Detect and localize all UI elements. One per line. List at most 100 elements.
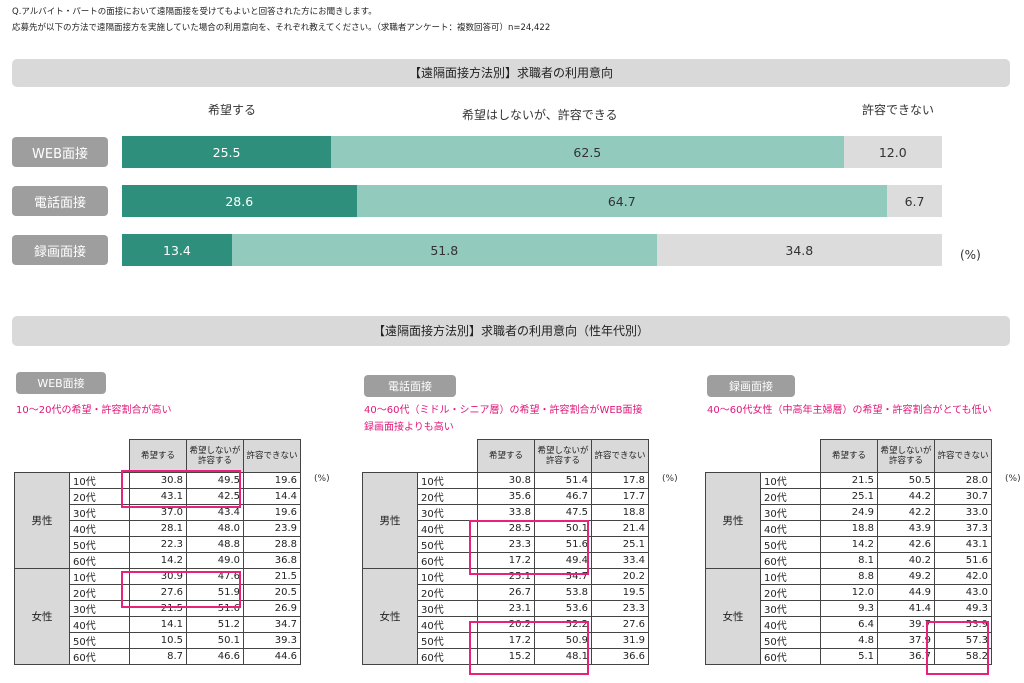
value-cell: 28.1 xyxy=(129,520,187,537)
table-corner xyxy=(418,440,478,473)
panel-tab-2: 録画面接 xyxy=(707,375,795,397)
column-header-0: 希望する xyxy=(129,439,187,473)
value-cell: 8.1 xyxy=(820,552,878,569)
value-cell: 27.6 xyxy=(591,616,649,633)
value-cell: 22.3 xyxy=(129,536,187,553)
age-cell: 20代 xyxy=(417,488,478,505)
age-cell: 60代 xyxy=(69,648,130,665)
value-cell: 39.3 xyxy=(243,632,301,649)
value-cell: 21.4 xyxy=(591,520,649,537)
question-line-2: 応募先が以下の方法で遠隔面接方を実施していた場合の利用意向を、それぞれ教えてくだ… xyxy=(12,23,551,33)
age-cell: 20代 xyxy=(760,488,821,505)
age-cell: 30代 xyxy=(760,600,821,617)
panel-tab-1: 電話面接 xyxy=(364,375,456,397)
value-cell: 35.6 xyxy=(477,488,535,505)
column-header-2: 許容できない xyxy=(591,439,649,473)
value-cell: 51.2 xyxy=(186,616,244,633)
age-cell: 30代 xyxy=(760,504,821,521)
value-cell: 14.2 xyxy=(820,536,878,553)
value-cell: 15.2 xyxy=(477,648,535,665)
value-cell: 18.8 xyxy=(820,520,878,537)
value-cell: 31.9 xyxy=(591,632,649,649)
value-cell: 28.8 xyxy=(243,536,301,553)
age-cell: 10代 xyxy=(760,472,821,489)
value-cell: 43.0 xyxy=(934,584,992,601)
value-cell: 46.7 xyxy=(534,488,592,505)
value-cell: 20.2 xyxy=(591,568,649,585)
panel-unit-label: (%) xyxy=(662,474,678,484)
value-cell: 14.2 xyxy=(129,552,187,569)
value-cell: 19.5 xyxy=(591,584,649,601)
value-cell: 4.8 xyxy=(820,632,878,649)
bar-segment: 34.8 xyxy=(656,234,942,266)
value-cell: 44.9 xyxy=(877,584,935,601)
value-cell: 37.3 xyxy=(934,520,992,537)
value-cell: 21.5 xyxy=(243,568,301,585)
gender-cell: 女性 xyxy=(14,568,70,665)
legend-accept: 希望はしないが、許容できる xyxy=(462,108,618,122)
age-cell: 60代 xyxy=(760,648,821,665)
gender-cell: 男性 xyxy=(14,472,70,569)
question-line-1: Q.アルバイト・パートの面接において遠隔面接を受けてもよいと回答された方にお聞き… xyxy=(12,7,377,17)
bar-segment: 28.6 xyxy=(122,185,357,217)
value-cell: 33.8 xyxy=(477,504,535,521)
bar-label-2: 録画面接 xyxy=(12,235,108,265)
age-cell: 30代 xyxy=(417,600,478,617)
value-cell: 42.0 xyxy=(934,568,992,585)
bar-label-0: WEB面接 xyxy=(12,137,108,167)
bar-segment: 25.5 xyxy=(122,136,332,168)
age-cell: 60代 xyxy=(417,648,478,665)
stacked-bar-0: 25.5 62.5 12.0 xyxy=(122,136,942,168)
bar-segment: 51.8 xyxy=(231,234,657,266)
value-cell: 49.3 xyxy=(934,600,992,617)
age-cell: 20代 xyxy=(417,584,478,601)
age-cell: 40代 xyxy=(760,520,821,537)
value-cell: 48.0 xyxy=(186,520,244,537)
value-cell: 9.3 xyxy=(820,600,878,617)
top-chart-title: 【遠隔面接方法別】求職者の利用意向 xyxy=(12,59,1010,87)
panel-unit-label: (%) xyxy=(314,474,330,484)
age-cell: 50代 xyxy=(760,536,821,553)
highlight-box xyxy=(121,570,241,608)
value-cell: 17.7 xyxy=(591,488,649,505)
highlight-box xyxy=(469,520,589,575)
panel-tab-0: WEB面接 xyxy=(16,372,106,394)
value-cell: 40.2 xyxy=(877,552,935,569)
value-cell: 41.4 xyxy=(877,600,935,617)
value-cell: 17.8 xyxy=(591,472,649,489)
value-cell: 23.9 xyxy=(243,520,301,537)
panel-note-2: 40～60代女性（中高年主婦層）の希望・許容割合がとても低い xyxy=(707,405,992,416)
value-cell: 10.5 xyxy=(129,632,187,649)
column-header-1: 希望しないが 許容する xyxy=(186,439,244,473)
age-cell: 50代 xyxy=(69,536,130,553)
age-cell: 10代 xyxy=(760,568,821,585)
value-cell: 23.3 xyxy=(591,600,649,617)
age-cell: 50代 xyxy=(69,632,130,649)
value-cell: 33.4 xyxy=(591,552,649,569)
value-cell: 5.1 xyxy=(820,648,878,665)
value-cell: 50.1 xyxy=(186,632,244,649)
data-table-2: 希望する 希望しないが 許容する 許容できない 男性 10代 21.5 50.5 28.0 20代… xyxy=(705,439,992,665)
legend-wish: 希望する xyxy=(208,103,257,117)
value-cell: 33.0 xyxy=(934,504,992,521)
value-cell: 30.7 xyxy=(934,488,992,505)
value-cell: 44.2 xyxy=(877,488,935,505)
value-cell: 53.6 xyxy=(534,600,592,617)
column-header-0: 希望する xyxy=(477,439,535,473)
value-cell: 51.6 xyxy=(934,552,992,569)
stacked-bar-1: 28.6 64.7 6.7 xyxy=(122,185,942,217)
value-cell: 49.2 xyxy=(877,568,935,585)
bottom-section-title: 【遠隔面接方法別】求職者の利用意向（性年代別） xyxy=(12,316,1010,346)
age-cell: 40代 xyxy=(760,616,821,633)
bar-segment: 12.0 xyxy=(843,136,942,168)
value-cell: 30.8 xyxy=(477,472,535,489)
top-unit-label: (%) xyxy=(960,248,981,262)
value-cell: 34.7 xyxy=(243,616,301,633)
value-cell: 20.5 xyxy=(243,584,301,601)
column-header-2: 許容できない xyxy=(934,439,992,473)
gender-cell: 男性 xyxy=(705,472,761,569)
value-cell: 21.5 xyxy=(820,472,878,489)
bar-segment: 64.7 xyxy=(356,185,888,217)
age-cell: 10代 xyxy=(417,472,478,489)
value-cell: 19.6 xyxy=(243,504,301,521)
